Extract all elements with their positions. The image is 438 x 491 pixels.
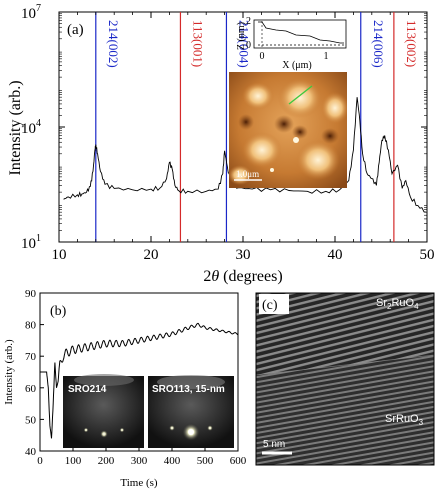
panel-c-label-bg <box>259 294 289 314</box>
panel-a-label: (a) <box>67 22 84 38</box>
profile-xtick-1: 1 <box>324 51 329 62</box>
afm-profile-inset: 2 0 Z (nm) 0 1 X (μm) <box>236 16 347 71</box>
xrd-ytick-label: 101 <box>21 233 41 252</box>
panel-b-label: (b) <box>50 304 67 319</box>
profile-ylabel: Z (nm) <box>236 22 247 50</box>
rheed-xtick-label: 200 <box>98 455 115 467</box>
profile-xtick-0: 0 <box>260 51 265 62</box>
tem-top-phase-label: Sr2RuO4 <box>376 297 419 311</box>
xrd-ytick-label: 107 <box>21 3 41 22</box>
xrd-xtick-label: 10 <box>52 247 67 263</box>
tem-image-panel: (c) Sr2RuO4 SrRuO3 5 nm <box>255 292 435 466</box>
rheed-series-line <box>40 322 239 439</box>
panel-c-label: (c) <box>262 298 278 313</box>
profile-line <box>258 21 344 44</box>
peak-label-4: 113(002) <box>404 20 419 67</box>
rheed-ytick-label: 50 <box>25 414 37 426</box>
xrd-xtick-label: 40 <box>328 247 343 263</box>
rheed-ytick-label: 70 <box>25 351 37 363</box>
rheed-ytick-label: 90 <box>25 288 37 300</box>
rheed-xlabel: Time (s) <box>120 477 158 489</box>
rheed-ytick-label: 80 <box>25 320 37 332</box>
afm-scale-label: 1.0μm <box>236 169 259 179</box>
rheed-ylabel: Intensity (arb.) <box>3 339 15 405</box>
xrd-ylabel: Intensity (arb.) <box>7 80 24 175</box>
tem-frame <box>255 292 435 466</box>
inset-sro113-label: SRO113, 15-nm <box>152 384 225 395</box>
rheed-xtick-label: 600 <box>230 455 247 467</box>
profile-ytick-2: 2 <box>246 16 251 27</box>
profile-xlabel: X (μm) <box>282 60 312 71</box>
rheed-ytick-label: 60 <box>25 383 37 395</box>
peak-label-3: 214(006) <box>371 20 386 68</box>
peak-label-2: 214(004) <box>236 20 251 68</box>
rheed-xtick-label: 0 <box>37 455 43 467</box>
xrd-chart: 214(002) 113(001) 214(004) 214(006) 113(002)… <box>7 3 435 285</box>
xrd-xlabel: 2θ (degrees) <box>203 268 282 285</box>
xrd-xtick-label: 30 <box>236 247 251 263</box>
tem-scale-label: 5 nm <box>263 439 285 450</box>
tem-image-bottom <box>256 355 434 465</box>
rheed-inset-sro214: SRO214 <box>63 374 144 448</box>
rheed-xtick-label: 100 <box>65 455 82 467</box>
afm-scan-line <box>288 85 313 105</box>
peak-label-0: 214(002) <box>106 20 121 68</box>
peak-label-1: 113(001) <box>190 20 205 67</box>
xrd-ytick-label: 104 <box>21 118 41 137</box>
rheed-chart: 0 100 200 300 400 500 600 40 50 60 70 80 90 (b) Int… <box>3 288 247 489</box>
inset-sro214-label: SRO214 <box>68 384 107 395</box>
rheed-xtick-label: 500 <box>197 455 214 467</box>
afm-image: 1.0μm <box>229 72 347 188</box>
profile-frame <box>253 19 347 49</box>
rheed-xtick-label: 300 <box>131 455 148 467</box>
tem-bottom-phase-label: SrRuO3 <box>385 413 424 427</box>
xrd-xtick-label: 50 <box>420 247 435 263</box>
rheed-xtick-label: 400 <box>164 455 181 467</box>
xrd-xtick-label: 20 <box>144 247 159 263</box>
rheed-inset-sro113: SRO113, 15-nm <box>148 375 234 448</box>
tem-interface <box>255 354 435 376</box>
profile-ytick-0: 0 <box>246 40 251 51</box>
rheed-ytick-label: 40 <box>25 446 37 458</box>
